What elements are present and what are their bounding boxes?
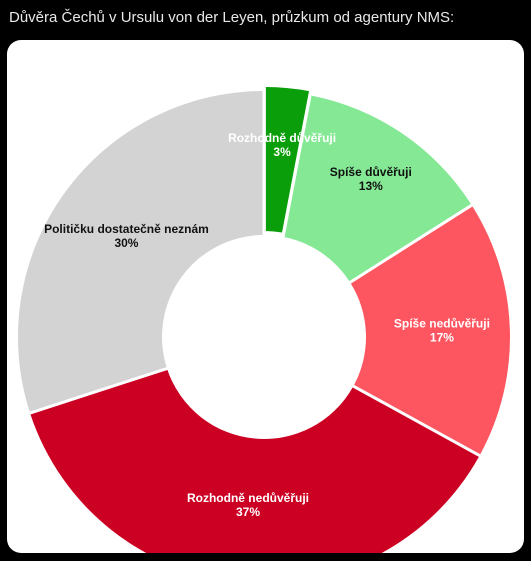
slice-group [17,87,510,553]
chart-card[interactable]: Rozhodně důvěřuji 3% Spíše důvěřuji 13% Spíš… [7,40,524,553]
slice-label-1: Rozhodně důvěřuji [228,131,336,145]
post-caption: Důvěra Čechů v Ursulu von der Leyen, prů… [9,9,455,26]
slice-label-3: Spíše nedůvěřuji [394,316,490,330]
slice-1[interactable] [265,87,309,233]
slice-value-5: 30% [114,236,138,250]
slice-value-2: 13% [359,179,383,193]
slice-value-1: 3% [273,145,291,159]
slice-label-4: Rozhodně nedůvěřuji [187,491,309,505]
slice-value-3: 17% [430,330,454,344]
slice-4[interactable] [30,369,479,553]
slice-3[interactable] [350,206,510,455]
slice-value-4: 37% [236,505,260,519]
slice-label-5: Političku dostatečně neznám [44,222,209,236]
slice-2[interactable] [284,95,471,282]
slice-label-2: Spíše důvěřuji [330,165,412,179]
slice-5[interactable] [17,91,263,412]
